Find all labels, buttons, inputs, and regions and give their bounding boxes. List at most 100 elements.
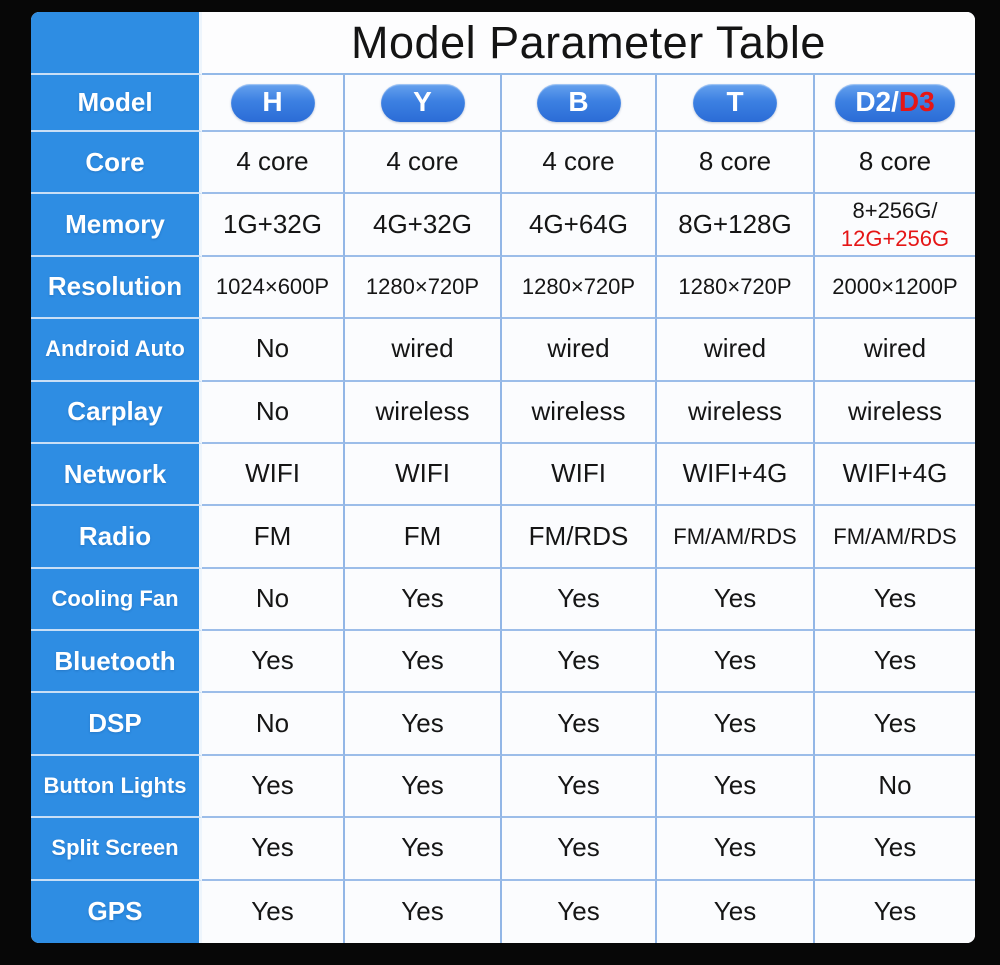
- value-cell: 4G+32G: [345, 194, 502, 257]
- value-cell: Yes: [815, 880, 975, 943]
- row-label-model: Model: [31, 75, 202, 132]
- model-pill-cell: B: [502, 75, 657, 132]
- value-cell: Yes: [202, 631, 345, 694]
- value-cell: Yes: [502, 693, 657, 756]
- model-pill-label: Y: [413, 86, 432, 118]
- value-cell: Yes: [345, 693, 502, 756]
- value-cell: WIFI+4G: [815, 443, 975, 507]
- row-label-cooling-fan: Cooling Fan: [31, 568, 202, 632]
- row-label-bluetooth: Bluetooth: [31, 631, 202, 694]
- value-cell: wired: [657, 319, 815, 382]
- row-label-dsp: DSP: [31, 693, 202, 756]
- value-cell: 1G+32G: [202, 194, 345, 257]
- corner-cell: [31, 12, 202, 75]
- model-pill-cell: H: [202, 75, 345, 132]
- value-cell: Yes: [502, 818, 657, 881]
- model-pill-label: T: [726, 86, 744, 118]
- row-label-resolution: Resolution: [31, 256, 202, 320]
- value-cell: Yes: [815, 818, 975, 881]
- value-cell: No: [202, 319, 345, 382]
- value-cell: FM/RDS: [502, 506, 657, 569]
- value-line: 12G+256G: [840, 225, 950, 251]
- value-cell: Yes: [657, 880, 815, 943]
- value-cell: wireless: [815, 381, 975, 444]
- value-cell: 4G+64G: [502, 194, 657, 257]
- value-cell: Yes: [815, 693, 975, 756]
- value-cell: FM/AM/RDS: [657, 506, 815, 569]
- value-cell: Yes: [345, 880, 502, 943]
- value-cell: 1280×720P: [657, 256, 815, 320]
- value-cell: No: [202, 693, 345, 756]
- model-pill-cell: D2/D3: [815, 75, 975, 132]
- value-cell: wired: [815, 319, 975, 382]
- value-cell: WIFI: [502, 443, 657, 507]
- value-cell: wired: [345, 319, 502, 382]
- value-cell: Yes: [502, 755, 657, 819]
- value-cell: Yes: [202, 880, 345, 943]
- value-cell: 8+256G/12G+256G: [815, 194, 975, 257]
- model-pill: B: [536, 83, 621, 122]
- value-cell: WIFI: [202, 443, 345, 507]
- value-cell: Yes: [345, 631, 502, 694]
- value-cell: WIFI+4G: [657, 443, 815, 507]
- value-cell: Yes: [657, 631, 815, 694]
- value-cell: wired: [502, 319, 657, 382]
- row-label-memory: Memory: [31, 194, 202, 257]
- value-cell: Yes: [657, 568, 815, 632]
- value-cell: 8G+128G: [657, 194, 815, 257]
- row-label-button-lights: Button Lights: [31, 755, 202, 819]
- value-cell: Yes: [202, 755, 345, 819]
- value-cell: FM: [202, 506, 345, 569]
- value-cell: 8 core: [657, 132, 815, 195]
- value-cell: wireless: [657, 381, 815, 444]
- value-cell: FM/AM/RDS: [815, 506, 975, 569]
- value-cell: Yes: [345, 568, 502, 632]
- model-pill: D2/D3: [835, 83, 955, 122]
- value-cell: 1024×600P: [202, 256, 345, 320]
- value-cell: 4 core: [345, 132, 502, 195]
- value-cell: Yes: [657, 755, 815, 819]
- model-pill-cell: T: [657, 75, 815, 132]
- row-label-radio: Radio: [31, 506, 202, 569]
- value-cell: Yes: [345, 755, 502, 819]
- row-label-network: Network: [31, 443, 202, 507]
- value-cell: Yes: [657, 818, 815, 881]
- model-pill-cell: Y: [345, 75, 502, 132]
- model-pill-label: D2/: [855, 86, 899, 118]
- model-pill: H: [230, 83, 315, 122]
- value-cell: No: [202, 568, 345, 632]
- value-cell: 1280×720P: [502, 256, 657, 320]
- value-cell: 4 core: [202, 132, 345, 195]
- value-cell: Yes: [202, 818, 345, 881]
- model-pill-label: H: [262, 86, 283, 118]
- value-cell: 4 core: [502, 132, 657, 195]
- value-cell: wireless: [502, 381, 657, 444]
- value-cell: 2000×1200P: [815, 256, 975, 320]
- value-cell: FM: [345, 506, 502, 569]
- model-pill: Y: [380, 83, 465, 122]
- value-cell: WIFI: [345, 443, 502, 507]
- row-label-core: Core: [31, 132, 202, 195]
- row-label-gps: GPS: [31, 880, 202, 943]
- value-cell: Yes: [657, 693, 815, 756]
- value-cell: Yes: [502, 631, 657, 694]
- value-cell: Yes: [502, 568, 657, 632]
- value-cell: Yes: [815, 568, 975, 632]
- row-label-android-auto: Android Auto: [31, 319, 202, 382]
- model-pill-label: B: [568, 86, 589, 118]
- value-cell: 1280×720P: [345, 256, 502, 320]
- row-label-carplay: Carplay: [31, 381, 202, 444]
- value-cell: Yes: [502, 880, 657, 943]
- model-parameter-table: Model Parameter Table Model H Y B T D2/D3 Cor…: [31, 12, 975, 943]
- model-pill-label: D3: [898, 86, 935, 118]
- value-cell: No: [815, 755, 975, 819]
- value-cell: wireless: [345, 381, 502, 444]
- row-label-split-screen: Split Screen: [31, 818, 202, 881]
- table-title: Model Parameter Table: [202, 12, 975, 75]
- value-cell: Yes: [815, 631, 975, 694]
- value-line: 8+256G/: [852, 198, 938, 224]
- value-cell: Yes: [345, 818, 502, 881]
- model-pill: T: [693, 83, 777, 122]
- value-cell: No: [202, 381, 345, 444]
- value-cell: 8 core: [815, 132, 975, 195]
